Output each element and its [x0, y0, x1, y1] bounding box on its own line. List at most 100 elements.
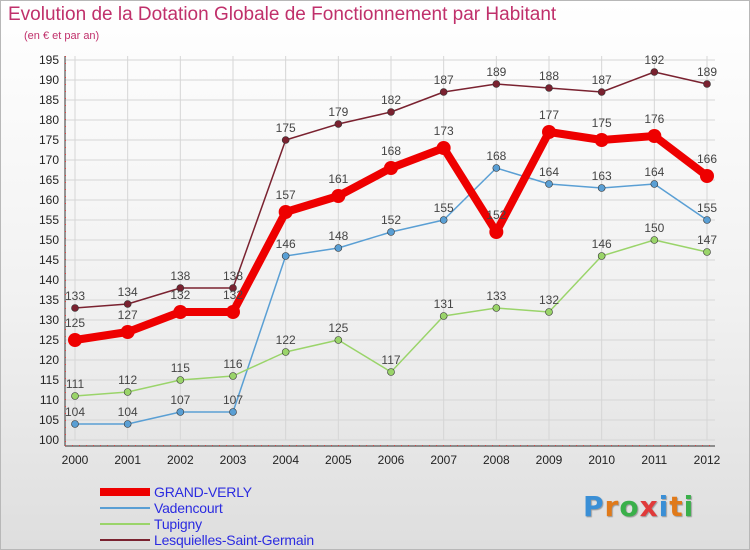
- data-label: 115: [171, 361, 190, 375]
- data-point: [545, 180, 553, 188]
- y-tick-label: 125: [39, 333, 59, 347]
- data-point: [334, 244, 343, 252]
- logo-letter: t: [669, 490, 684, 523]
- chart-title: Evolution de la Dotation Globale de Fonc…: [8, 4, 557, 25]
- y-tick-label: 195: [39, 53, 59, 67]
- data-label: 163: [592, 169, 612, 183]
- x-tick-label: 2003: [220, 453, 247, 467]
- x-tick-label: 2002: [167, 453, 194, 467]
- x-tick-label: 2005: [325, 453, 352, 467]
- data-point: [489, 225, 504, 239]
- data-point: [68, 333, 82, 347]
- data-label: 117: [381, 353, 400, 367]
- data-point: [650, 180, 659, 188]
- data-label: 188: [539, 69, 559, 83]
- data-point: [650, 236, 659, 244]
- data-label: 182: [381, 93, 401, 107]
- data-label: 189: [486, 65, 506, 79]
- data-label: 187: [434, 73, 454, 87]
- data-point: [542, 125, 556, 139]
- data-point: [545, 308, 553, 316]
- y-tick-label: 150: [39, 233, 59, 247]
- data-point: [436, 141, 451, 155]
- data-point: [703, 80, 711, 88]
- data-label: 146: [592, 237, 612, 251]
- y-tick-label: 160: [39, 193, 59, 207]
- data-label: 131: [434, 297, 454, 311]
- data-label: 104: [118, 405, 138, 419]
- x-tick-label: 2004: [272, 453, 299, 467]
- data-point: [597, 252, 606, 260]
- data-label: 132: [223, 288, 243, 302]
- data-point: [492, 80, 501, 88]
- data-point: [229, 284, 237, 292]
- data-point: [281, 136, 290, 144]
- data-point: [226, 305, 240, 319]
- data-label: 189: [697, 65, 717, 79]
- data-point: [229, 408, 237, 416]
- data-point: [123, 420, 132, 428]
- data-label: 176: [644, 112, 664, 126]
- y-tick-label: 130: [39, 313, 59, 327]
- y-tick-label: 120: [39, 353, 59, 367]
- data-point: [597, 184, 606, 192]
- legend-item: Vadencourt: [100, 500, 314, 516]
- x-tick-label: 2010: [588, 453, 615, 467]
- legend-label: Vadencourt: [154, 500, 223, 516]
- data-label: 175: [276, 121, 296, 135]
- x-tick-label: 2012: [694, 453, 721, 467]
- data-label: 134: [118, 285, 138, 299]
- y-tick-label: 140: [39, 273, 59, 287]
- data-label: 111: [66, 377, 85, 391]
- data-label: 132: [170, 288, 190, 302]
- data-point: [594, 133, 609, 147]
- x-tick-label: 2011: [641, 453, 667, 467]
- data-point: [492, 304, 501, 312]
- data-label: 168: [381, 144, 401, 158]
- data-label: 112: [118, 373, 137, 387]
- data-label: 107: [170, 393, 190, 407]
- data-label: 125: [328, 321, 348, 335]
- x-tick-label: 2001: [114, 453, 141, 467]
- y-tick-label: 190: [39, 73, 59, 87]
- legend-label: Tupigny: [154, 516, 202, 532]
- data-point: [384, 161, 398, 175]
- data-label: 127: [118, 308, 138, 322]
- x-tick-label: 2006: [378, 453, 405, 467]
- y-tick-label: 165: [39, 173, 59, 187]
- legend-swatch: [100, 539, 150, 541]
- data-point: [176, 376, 185, 384]
- y-tick-label: 135: [39, 293, 59, 307]
- data-label: 107: [223, 393, 243, 407]
- data-label: 125: [65, 316, 85, 330]
- data-point: [387, 368, 395, 376]
- chart-legend: GRAND-VERLY Vadencourt Tupigny Lesquielles-…: [100, 484, 314, 548]
- y-tick-label: 180: [39, 113, 59, 127]
- legend-label: GRAND-VERLY: [154, 484, 252, 500]
- data-point: [281, 348, 290, 356]
- data-point: [176, 284, 185, 292]
- logo-letter: o: [619, 490, 640, 523]
- x-tick-label: 2009: [536, 453, 563, 467]
- data-point: [439, 216, 448, 224]
- data-point: [387, 228, 395, 236]
- data-label: 148: [328, 229, 348, 243]
- data-label: 157: [276, 188, 296, 202]
- legend-item: Tupigny: [100, 516, 314, 532]
- chart-subtitle: (en € et par an): [24, 30, 100, 42]
- data-point: [334, 336, 343, 344]
- logo-letter: r: [604, 490, 620, 523]
- data-point: [597, 88, 606, 96]
- x-tick-label: 2000: [62, 453, 89, 467]
- data-point: [545, 84, 553, 92]
- data-point: [703, 216, 711, 224]
- y-tick-label: 105: [39, 413, 59, 427]
- y-tick-label: 100: [39, 433, 59, 447]
- data-point: [647, 129, 662, 143]
- data-label: 155: [434, 201, 454, 215]
- legend-label: Lesquielles-Saint-Germain: [154, 532, 314, 548]
- data-point: [123, 300, 132, 308]
- data-label: 138: [170, 269, 190, 283]
